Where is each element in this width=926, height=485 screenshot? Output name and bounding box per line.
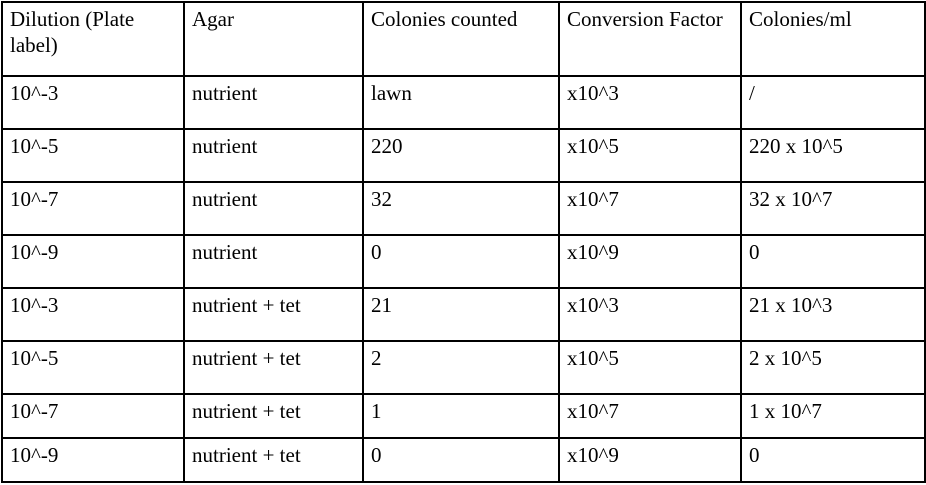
cell-colonies-per-ml: 2 x 10^5 (740, 340, 926, 396)
cell-colonies-per-ml: 21 x 10^3 (740, 287, 926, 343)
cell-colonies-counted: lawn (362, 74, 560, 131)
column-header-dilution: Dilution (Plate label) (1, 1, 185, 77)
cell-conversion-factor: x10^9 (558, 234, 742, 290)
cell-dilution: 10^-5 (1, 340, 185, 396)
cell-conversion-factor: x10^5 (558, 340, 742, 396)
table-row: 10^-5 nutrient 220 x10^5 220 x 10^5 (1, 128, 926, 184)
cell-agar: nutrient (183, 128, 364, 184)
cell-colonies-per-ml: 32 x 10^7 (740, 181, 926, 237)
cell-colonies-per-ml: 0 (740, 234, 926, 290)
cell-dilution: 10^-9 (1, 234, 185, 290)
table-row: 10^-7 nutrient + tet 1 x10^7 1 x 10^7 (1, 393, 926, 440)
cell-colonies-per-ml: 1 x 10^7 (740, 393, 926, 440)
cell-colonies-counted: 21 (362, 287, 560, 343)
cell-agar: nutrient + tet (183, 393, 364, 440)
cell-conversion-factor: x10^7 (558, 181, 742, 237)
cell-colonies-counted: 220 (362, 128, 560, 184)
cell-conversion-factor: x10^7 (558, 393, 742, 440)
cell-dilution: 10^-5 (1, 128, 185, 184)
cell-dilution: 10^-7 (1, 181, 185, 237)
column-header-agar: Agar (183, 1, 364, 77)
cell-agar: nutrient + tet (183, 437, 364, 483)
cell-conversion-factor: x10^3 (558, 287, 742, 343)
table-row: 10^-3 nutrient lawn x10^3 / (1, 74, 926, 131)
cell-agar: nutrient (183, 181, 364, 237)
cell-agar: nutrient + tet (183, 340, 364, 396)
cell-dilution: 10^-3 (1, 287, 185, 343)
cell-agar: nutrient (183, 74, 364, 131)
cell-conversion-factor: x10^5 (558, 128, 742, 184)
cell-dilution: 10^-9 (1, 437, 185, 483)
table-row: 10^-3 nutrient + tet 21 x10^3 21 x 10^3 (1, 287, 926, 343)
table-row: 10^-9 nutrient 0 x10^9 0 (1, 234, 926, 290)
table-row: 10^-9 nutrient + tet 0 x10^9 0 (1, 437, 926, 483)
cell-agar: nutrient + tet (183, 287, 364, 343)
table-row: 10^-7 nutrient 32 x10^7 32 x 10^7 (1, 181, 926, 237)
header-row: Dilution (Plate label) Agar Colonies cou… (1, 1, 926, 77)
cell-agar: nutrient (183, 234, 364, 290)
column-header-conversion-factor: Conversion Factor (558, 1, 742, 77)
table-row: 10^-5 nutrient + tet 2 x10^5 2 x 10^5 (1, 340, 926, 396)
cell-colonies-counted: 2 (362, 340, 560, 396)
column-header-colonies-counted: Colonies counted (362, 1, 560, 77)
cell-colonies-per-ml: 220 x 10^5 (740, 128, 926, 184)
cell-dilution: 10^-7 (1, 393, 185, 440)
cell-conversion-factor: x10^9 (558, 437, 742, 483)
cell-colonies-counted: 32 (362, 181, 560, 237)
cell-dilution: 10^-3 (1, 74, 185, 131)
column-header-colonies-per-ml: Colonies/ml (740, 1, 926, 77)
cell-colonies-per-ml: 0 (740, 437, 926, 483)
cell-colonies-counted: 0 (362, 234, 560, 290)
cell-colonies-counted: 1 (362, 393, 560, 440)
cell-colonies-per-ml: / (740, 74, 926, 131)
cell-conversion-factor: x10^3 (558, 74, 742, 131)
cell-colonies-counted: 0 (362, 437, 560, 483)
